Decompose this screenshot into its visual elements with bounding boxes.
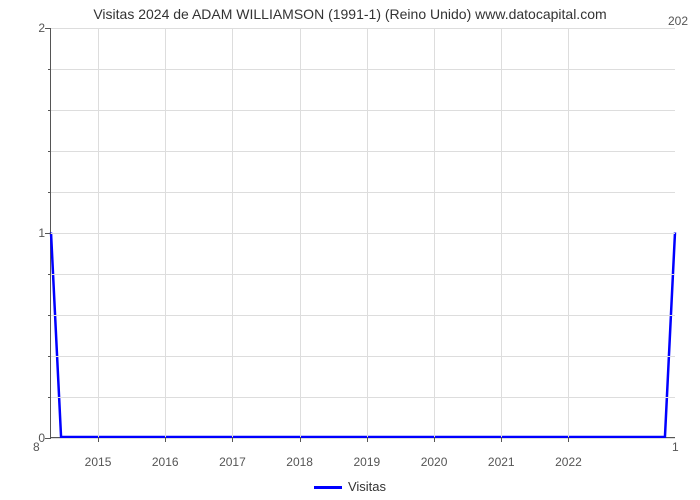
grid-line-h (51, 397, 675, 398)
x-tick-label: 2015 (85, 437, 112, 469)
grid-line-v (501, 28, 502, 437)
grid-line-v (165, 28, 166, 437)
grid-line-h (51, 274, 675, 275)
x-tick-label: 2017 (219, 437, 246, 469)
y-tick-mark (48, 315, 51, 316)
grid-line-v (434, 28, 435, 437)
legend-swatch (314, 486, 342, 489)
grid-line-h (51, 233, 675, 234)
grid-line-h (51, 28, 675, 29)
sec-label-top-right: 202 (668, 14, 688, 28)
y-tick-mark (48, 69, 51, 70)
grid-line-h (51, 192, 675, 193)
sec-label-bottom-right: 1 (672, 440, 679, 454)
grid-line-v (367, 28, 368, 437)
sec-label-bottom-left: 8 (33, 440, 40, 454)
series-line (51, 233, 675, 438)
grid-line-h (51, 356, 675, 357)
grid-line-v (98, 28, 99, 437)
y-tick-label: 1 (38, 226, 51, 240)
x-tick-label: 2018 (286, 437, 313, 469)
y-tick-label: 0 (38, 431, 51, 445)
grid-line-v (232, 28, 233, 437)
x-tick-label: 2020 (421, 437, 448, 469)
y-tick-mark (48, 151, 51, 152)
y-tick-label: 2 (38, 21, 51, 35)
y-tick-mark (48, 192, 51, 193)
legend: Visitas (0, 479, 700, 494)
grid-line-h (51, 69, 675, 70)
grid-line-h (51, 151, 675, 152)
x-tick-label: 2016 (152, 437, 179, 469)
chart-title: Visitas 2024 de ADAM WILLIAMSON (1991-1)… (0, 6, 700, 22)
grid-line-v (568, 28, 569, 437)
legend-label: Visitas (348, 479, 386, 494)
y-tick-mark (48, 356, 51, 357)
grid-line-h (51, 315, 675, 316)
chart-container: Visitas 2024 de ADAM WILLIAMSON (1991-1)… (0, 0, 700, 500)
y-tick-mark (48, 397, 51, 398)
grid-line-h (51, 110, 675, 111)
y-tick-mark (48, 274, 51, 275)
plot-area: 0122015201620172018201920202021202281202 (50, 28, 675, 438)
x-tick-label: 2022 (555, 437, 582, 469)
x-tick-label: 2021 (488, 437, 515, 469)
y-tick-mark (48, 110, 51, 111)
x-tick-label: 2019 (354, 437, 381, 469)
grid-line-v (300, 28, 301, 437)
